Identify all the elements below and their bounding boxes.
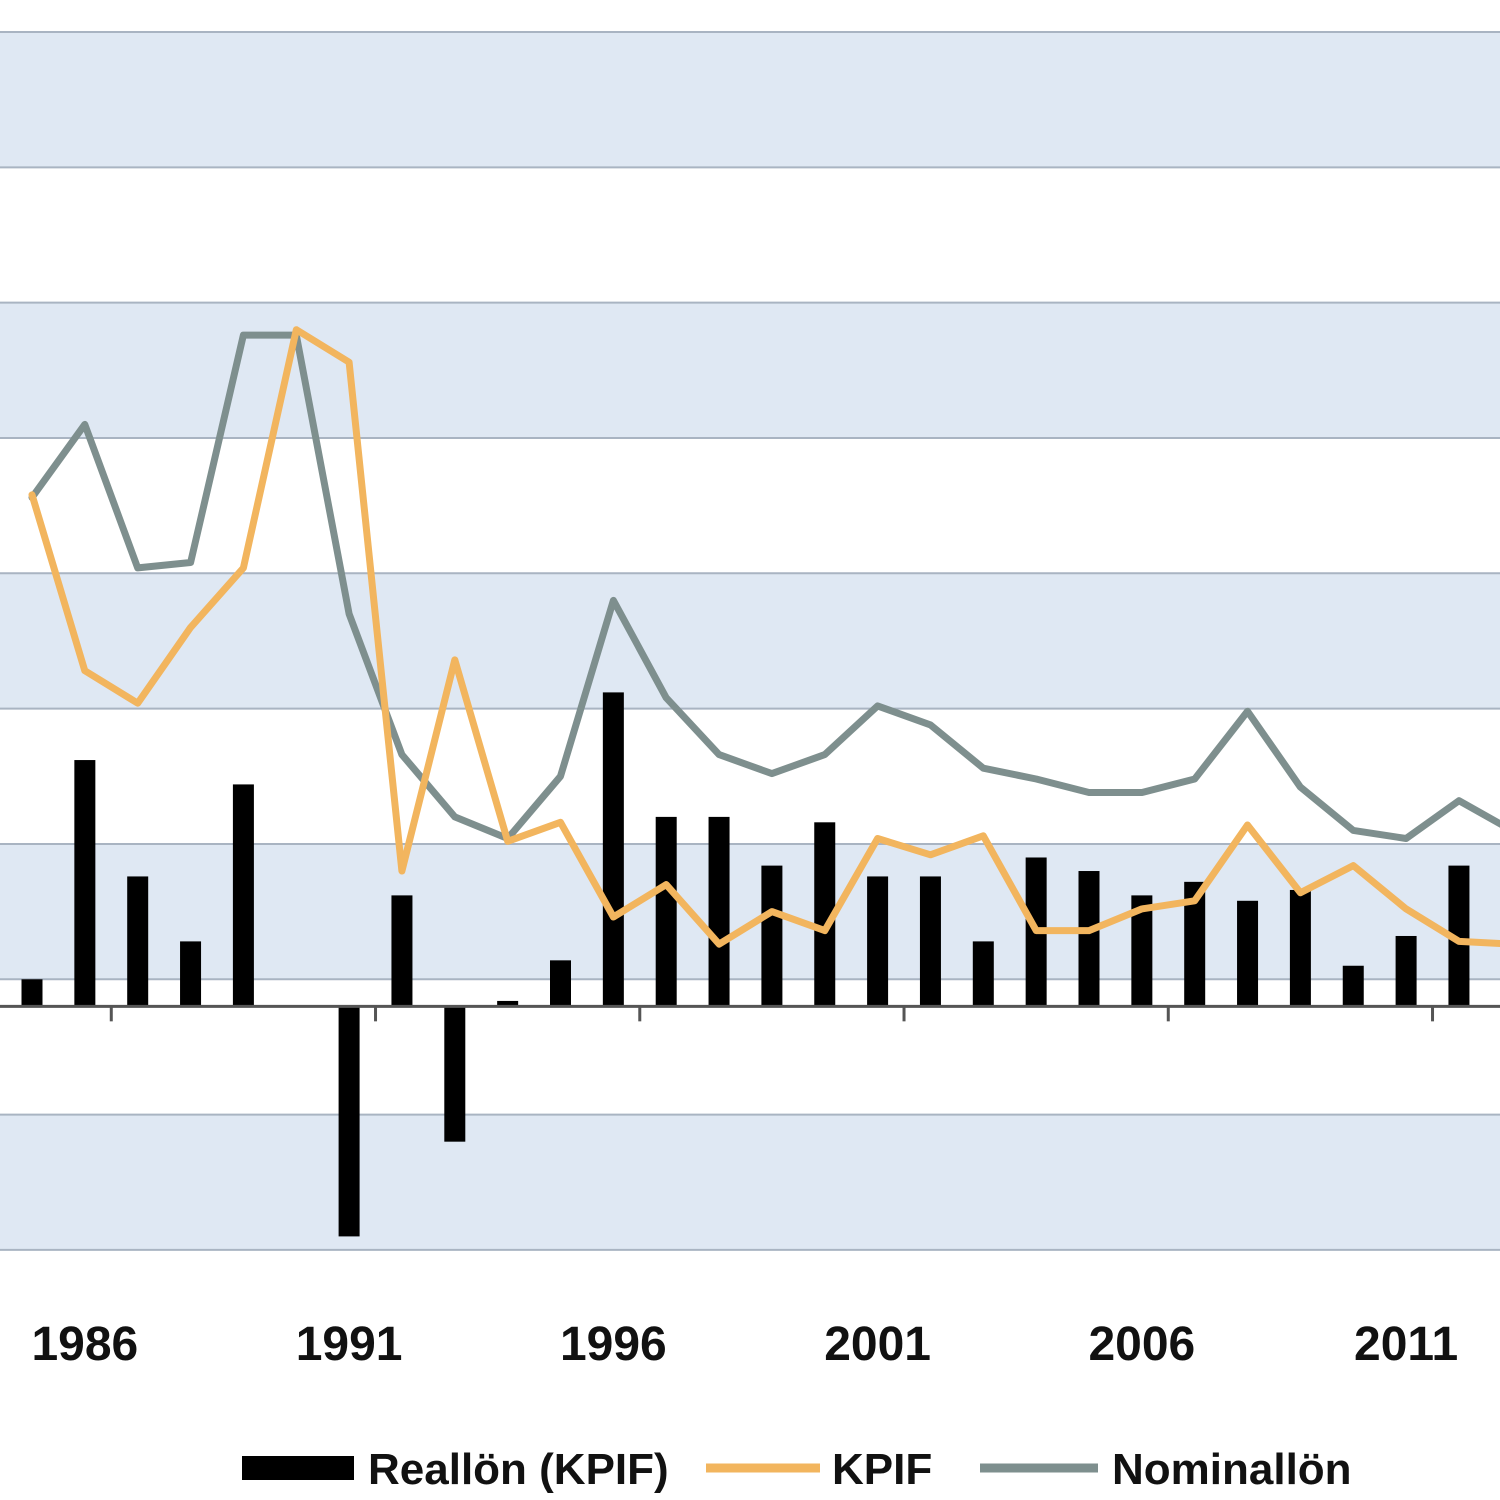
x-tick-label: 1986	[31, 1318, 138, 1371]
bar-1988	[180, 941, 202, 1007]
grid-band	[0, 708, 1500, 844]
grid-band	[0, 1114, 1500, 1250]
bar-2011	[1395, 935, 1417, 1007]
bar-1986	[74, 760, 96, 1007]
bar-1987	[127, 876, 149, 1007]
line-series-nominall-n	[28, 331, 1500, 842]
grid-band	[0, 302, 1500, 438]
bar-1985	[21, 979, 43, 1007]
bar-2009	[1289, 889, 1311, 1007]
line-series	[28, 326, 1500, 948]
legend-label-kpif: KPIF	[832, 1445, 932, 1494]
bar-1998	[708, 816, 730, 1007]
x-tick-label: 1996	[560, 1318, 667, 1371]
x-tick-label: 2011	[1354, 1318, 1458, 1371]
bar-2007	[1184, 881, 1206, 1007]
grid-band	[0, 1249, 1500, 1277]
legend-label-nominallon: Nominallön	[1112, 1445, 1352, 1494]
bar-2005	[1078, 871, 1100, 1007]
bar-1995	[550, 960, 571, 1007]
grid-band	[0, 32, 1500, 168]
grid-band	[0, 573, 1500, 709]
bar-1996	[602, 692, 624, 1007]
grid-band	[0, 167, 1500, 303]
x-tick-labels: 1986 1991 1996 2001 2006 2011	[31, 1318, 1458, 1371]
grid-band	[0, 979, 1500, 1115]
x-axis	[0, 1004, 1500, 1022]
bar-2001	[867, 876, 889, 1007]
bar-2008	[1237, 900, 1259, 1007]
bar-1991	[338, 1006, 360, 1237]
bar-1992	[391, 895, 413, 1007]
x-tick-label: 2006	[1088, 1318, 1195, 1371]
legend: Reallön (KPIF) KPIF Nominallön	[242, 1445, 1352, 1494]
legend-swatch-reallon	[242, 1456, 354, 1480]
grid-band	[0, 437, 1500, 574]
grid-lines	[0, 31, 1500, 1251]
x-tick-label: 1991	[296, 1318, 403, 1371]
bar-2002	[919, 876, 941, 1007]
grid-bands	[0, 32, 1500, 1277]
legend-label-reallon: Reallön (KPIF)	[368, 1445, 669, 1494]
bar-2000	[814, 822, 836, 1007]
bar-1989	[232, 784, 254, 1007]
bar-1994	[497, 1000, 519, 1007]
line-series-kpif	[28, 326, 1500, 948]
bar-1997	[655, 816, 677, 1007]
bar-2006	[1131, 895, 1153, 1007]
bar-2010	[1342, 965, 1364, 1007]
bar-series	[21, 692, 1470, 1237]
x-tick-label: 2001	[824, 1318, 931, 1371]
bar-2003	[972, 941, 994, 1007]
bar-1993	[444, 1006, 466, 1142]
bar-2012	[1448, 865, 1470, 1007]
bar-1999	[761, 865, 783, 1007]
